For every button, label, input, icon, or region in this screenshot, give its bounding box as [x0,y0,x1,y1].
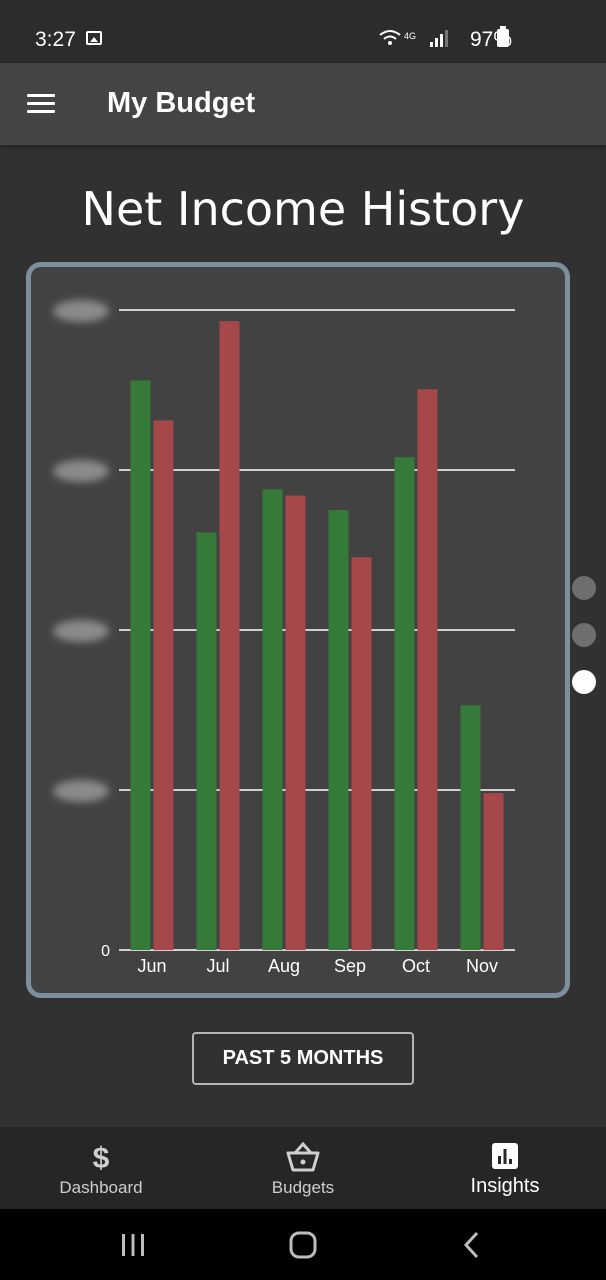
bar-nov-2 [483,793,504,950]
system-nav-bar [0,1209,606,1280]
nav-label-budgets: Budgets [271,1178,335,1197]
nav-label-insights: Insights [470,1175,540,1197]
basket-icon [286,1141,320,1172]
back-icon[interactable] [455,1227,491,1263]
chart-card: 0 Jun Jul Aug Sep Oct Nov [26,262,570,998]
bar-jul-2 [219,321,240,950]
nav-dashboard[interactable]: $ Dashboard [0,1127,202,1209]
app-bar: My Budget [0,63,606,145]
status-time: 3:27 [35,28,76,51]
obscured-tick-label [53,300,109,322]
nav-insights[interactable]: Insights [404,1127,606,1209]
bottom-nav: $ Dashboard Budgets Insights [0,1127,606,1209]
bar-sep-2 [351,557,372,950]
page-indicator [572,576,598,717]
bar-oct-2 [417,389,438,950]
bar-nov-1 [460,705,481,950]
bar-jul-1 [196,532,217,950]
bar-aug-2 [285,495,306,950]
x-tick-label: Jul [206,956,229,976]
bar-oct-1 [394,457,415,950]
page-title: Net Income History [81,182,525,236]
dollar-icon: $ [93,1142,110,1173]
x-tick-label: Aug [268,956,300,976]
image-notification-icon [86,31,102,45]
page-dot-1[interactable] [572,576,596,600]
past-months-button[interactable]: PAST 5 MONTHS [192,1032,414,1085]
net-income-chart: 0 Jun Jul Aug Sep Oct Nov [53,300,515,976]
obscured-tick-label [53,780,109,802]
page-dot-2[interactable] [572,623,596,647]
bar-sep-1 [328,510,349,950]
y-tick-label: 0 [101,943,110,960]
obscured-tick-label [53,460,109,482]
status-bar: 3:27 4G 97% [0,0,606,63]
bar-aug-1 [262,489,283,950]
x-tick-label: Nov [466,956,498,976]
battery-icon [497,26,509,47]
x-tick-label: Jun [137,956,166,976]
page-dot-3[interactable] [572,670,596,694]
svg-text:$: $ [93,1142,110,1173]
nav-label-dashboard: Dashboard [59,1178,143,1197]
obscured-tick-label [53,620,109,642]
recent-apps-icon[interactable] [115,1227,151,1263]
bar-jun-2 [153,420,174,950]
home-icon[interactable] [285,1227,321,1263]
signal-icon: 4G [379,30,448,47]
menu-icon[interactable] [27,94,55,114]
bar-jun-1 [130,380,151,950]
x-tick-label: Oct [402,956,430,976]
nav-budgets[interactable]: Budgets [202,1127,404,1209]
bar-chart-icon [492,1143,518,1169]
app-title: My Budget [107,87,256,119]
svg-text:4G: 4G [404,31,416,41]
x-tick-label: Sep [334,956,366,976]
